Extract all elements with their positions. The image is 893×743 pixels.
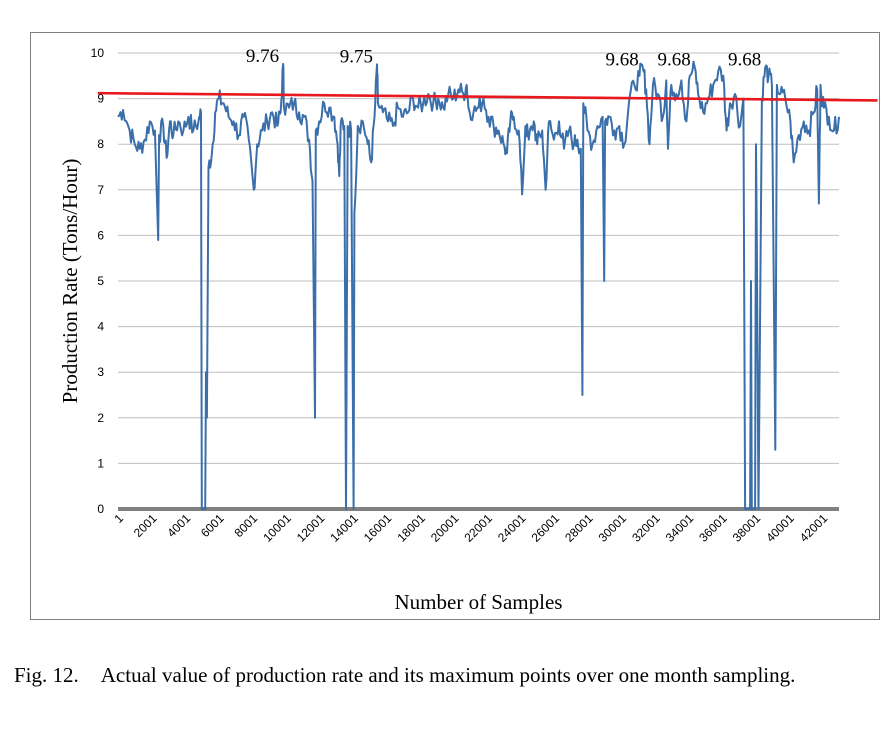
x-tick-label: 40001	[763, 511, 797, 545]
x-tick-label: 10001	[260, 511, 294, 545]
peak-annotations: 9.76 9.75 9.68 9.68 9.68	[246, 46, 761, 71]
x-tick-label: 22001	[462, 511, 496, 545]
y-tick-label: 3	[97, 365, 104, 379]
grid-layer	[118, 52, 839, 464]
y-tick-label: 7	[97, 183, 104, 197]
x-tick-label: 8001	[231, 511, 260, 540]
maximum-trend-line	[97, 91, 878, 102]
y-tick-label: 6	[97, 228, 104, 242]
y-tick-label: 1	[97, 456, 104, 470]
x-tick-label: 16001	[361, 511, 395, 545]
x-tick-label: 6001	[198, 511, 227, 540]
x-axis-title: Number of Samples	[395, 590, 563, 614]
x-tick-label: 4001	[164, 511, 193, 540]
x-tick-label: 30001	[596, 511, 630, 545]
peak-value-label: 9.68	[606, 50, 639, 71]
figure-caption-text: Actual value of production rate and its …	[100, 663, 796, 687]
y-tick-label: 8	[97, 137, 104, 151]
peak-value-label: 9.75	[340, 46, 373, 67]
x-tick-label: 1	[111, 511, 126, 526]
x-tick-label: 20001	[428, 511, 462, 545]
y-tick-label: 5	[97, 274, 104, 288]
x-tick-label: 12001	[294, 511, 328, 545]
chart-figure: 0 1 2 3 4 5 6 7 8 9 10 1 2001 4001 6001 8001 10001 12001…	[30, 32, 880, 620]
x-tick-labels: 1 2001 4001 6001 8001 10001 12001 14001 16001 180…	[111, 511, 830, 545]
y-tick-label: 9	[97, 92, 104, 106]
x-tick-label: 34001	[663, 511, 697, 545]
x-tick-label: 26001	[529, 511, 563, 545]
peak-value-label: 9.76	[246, 46, 279, 67]
figure-number: Fig. 12.	[14, 663, 79, 687]
y-tick-label: 10	[91, 46, 105, 60]
y-tick-label: 2	[97, 411, 104, 425]
x-tick-label: 18001	[394, 511, 428, 545]
production-rate-series-line	[117, 60, 840, 510]
x-tick-label: 2001	[131, 511, 160, 540]
x-tick-label: 42001	[797, 511, 831, 545]
x-tick-label: 14001	[327, 511, 361, 545]
figure-caption: Fig. 12. Actual value of production rate …	[14, 660, 889, 691]
x-tick-label: 36001	[696, 511, 730, 545]
x-tick-label: 38001	[730, 511, 764, 545]
y-tick-label: 0	[97, 502, 104, 516]
peak-value-label: 9.68	[658, 50, 691, 71]
x-tick-label: 24001	[495, 511, 529, 545]
y-tick-labels: 0 1 2 3 4 5 6 7 8 9 10	[91, 46, 105, 516]
y-axis-title: Production Rate (Tons/Hour)	[58, 159, 82, 404]
x-tick-label: 32001	[629, 511, 663, 545]
x-tick-label: 28001	[562, 511, 596, 545]
peak-value-label: 9.68	[728, 50, 761, 71]
y-tick-label: 4	[97, 320, 104, 334]
